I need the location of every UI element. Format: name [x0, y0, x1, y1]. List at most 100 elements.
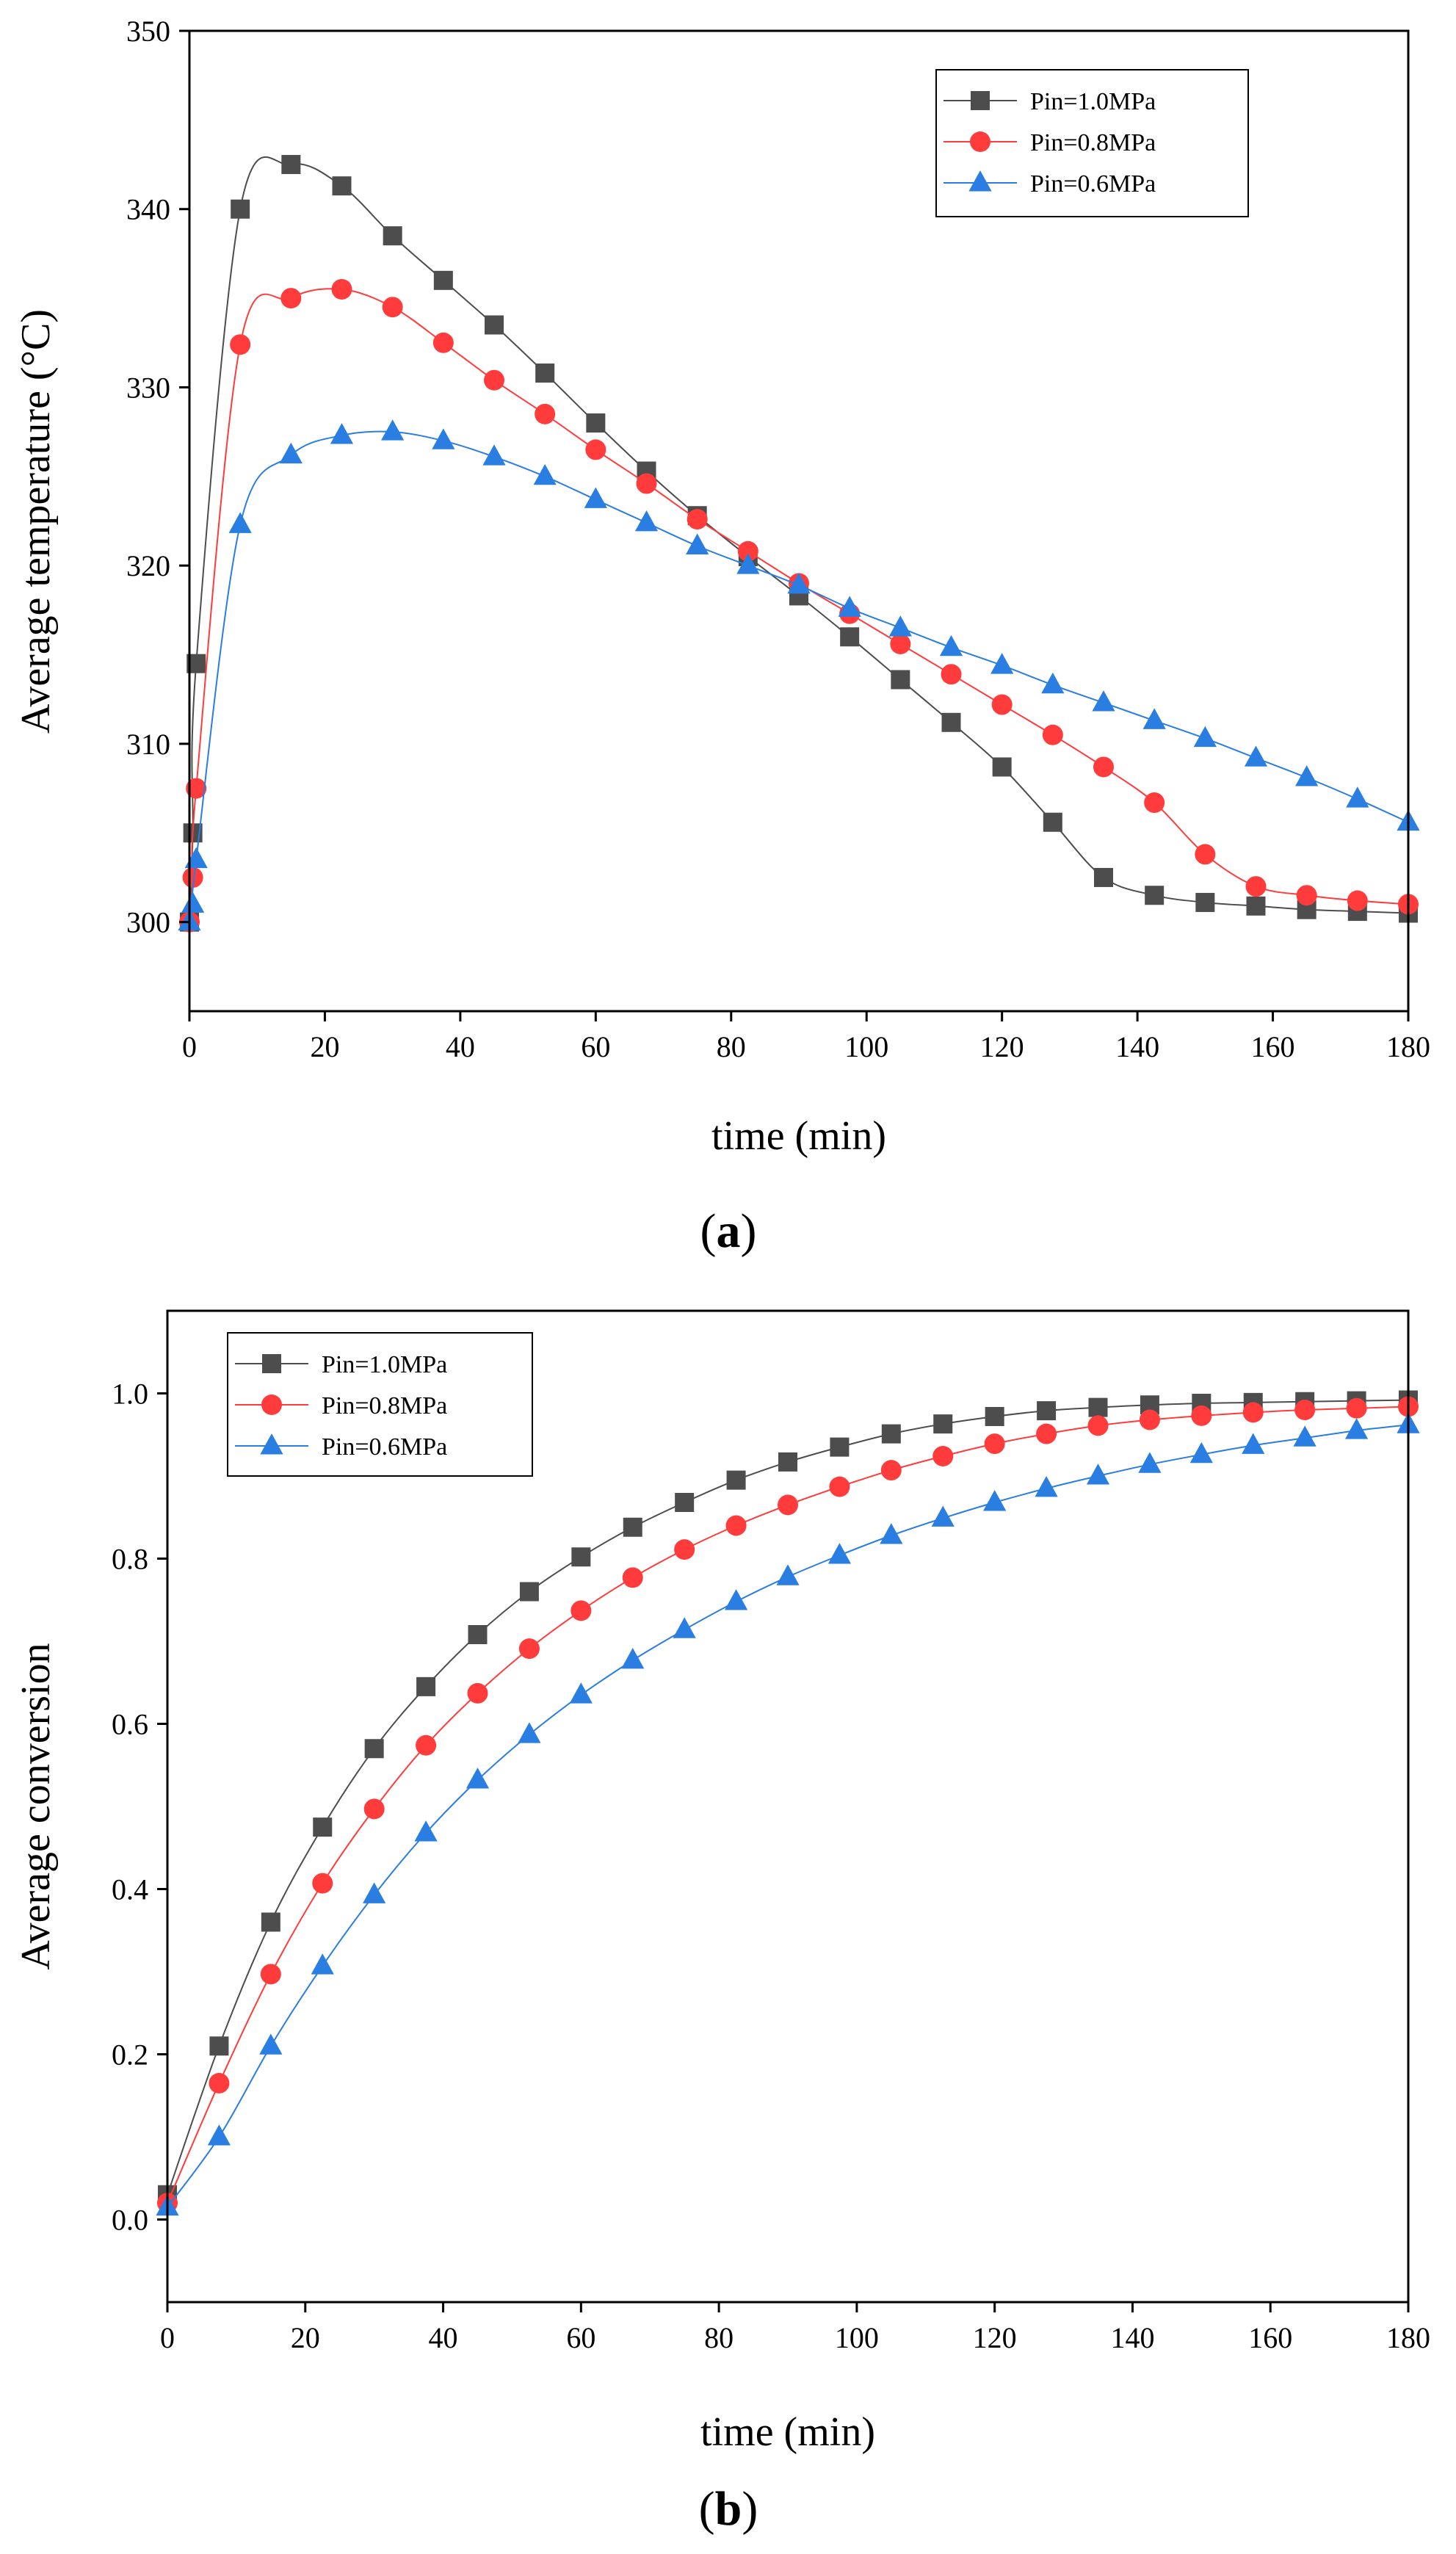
conversion-data-point	[1242, 1433, 1265, 1454]
temperature-data-point	[1043, 812, 1062, 832]
temperature-data-point	[1041, 672, 1065, 694]
temperature-data-point	[787, 572, 811, 594]
conversion-chart: 0 20 40 60 80 100 120 140 160 180 0.0 0.2 0.4 0.6 0.8 1…	[13, 1309, 1430, 2536]
conversion-x-tick-label: 180	[1386, 2321, 1430, 2354]
temperature-data-point	[1295, 765, 1319, 786]
conversion-data-point	[1088, 1397, 1108, 1417]
conversion-data-point	[209, 2036, 229, 2056]
temperature-data-point	[941, 712, 961, 732]
temperature-data-point	[992, 757, 1012, 777]
temperature-plot-area	[178, 155, 1420, 933]
temperature-data-point	[686, 533, 709, 554]
temperature-data-point	[1094, 867, 1113, 887]
conversion-x-tick-label: 20	[291, 2321, 320, 2354]
temperature-data-point	[482, 444, 506, 466]
conversion-data-point	[1035, 1475, 1058, 1497]
panel-b-letter: b	[715, 2482, 742, 2536]
conversion-data-point	[1037, 1401, 1057, 1421]
conversion-data-point	[569, 1682, 593, 1704]
temperature-data-point	[281, 155, 301, 175]
temperature-data-point	[687, 509, 708, 530]
temperature-data-point	[736, 553, 760, 574]
conversion-data-point	[673, 1617, 696, 1638]
temperature-data-point	[1347, 890, 1368, 911]
conversion-legend-label-3: Pin=0.6MPa	[322, 1433, 447, 1461]
temperature-y-axis-title: Average temperature (°C)	[13, 309, 59, 734]
temperature-data-point	[1092, 690, 1115, 712]
panel-a-close: )	[741, 1204, 757, 1258]
conversion-data-point	[1189, 1441, 1213, 1464]
conversion-data-point	[209, 2072, 230, 2094]
conversion-y-tick-label: 0.0	[112, 2204, 148, 2237]
temperature-legend-marker-2	[970, 131, 990, 152]
temperature-data-point	[634, 510, 659, 532]
temperature-data-point	[888, 615, 912, 637]
conversion-data-point	[1294, 1400, 1316, 1420]
temperature-data-point	[737, 540, 758, 562]
temperature-data-point	[1296, 885, 1317, 906]
temperature-series-markers-3	[178, 419, 1420, 931]
temperature-data-point	[181, 891, 205, 913]
temperature-x-tick-label: 80	[717, 1030, 746, 1063]
conversion-legend: Pin=1.0MPa Pin=0.8MPa Pin=0.6MPa	[227, 1332, 533, 1477]
conversion-data-point	[519, 1582, 539, 1602]
temperature-series-markers-2	[179, 278, 1419, 933]
conversion-data-point	[207, 2124, 231, 2146]
conversion-data-point	[364, 1739, 384, 1759]
conversion-legend-marker-2	[261, 1394, 282, 1415]
conversion-y-tick-label: 1.0	[112, 1378, 148, 1411]
temperature-data-point	[585, 439, 606, 460]
conversion-y-tick-label: 0.6	[112, 1708, 148, 1741]
conversion-series-markers-3	[156, 1412, 1420, 2216]
panel-a-open: (	[700, 1204, 717, 1258]
temperature-y-tick-label: 310	[126, 728, 170, 761]
conversion-x-tick-label: 140	[1110, 2321, 1154, 2354]
panel-b-open: (	[699, 2482, 715, 2536]
temperature-x-tick-label: 20	[310, 1030, 339, 1063]
conversion-data-point	[571, 1600, 592, 1621]
conversion-data-point	[518, 1638, 540, 1660]
temperature-data-point	[939, 634, 963, 656]
temperature-y-tick-label: 300	[126, 906, 170, 939]
conversion-x-tick-label: 120	[973, 2321, 1017, 2354]
conversion-data-point	[467, 1682, 488, 1704]
temperature-data-point	[433, 270, 453, 290]
conversion-data-point	[416, 1734, 437, 1756]
conversion-data-point	[931, 1505, 955, 1527]
temperature-data-point	[941, 664, 962, 685]
panel-b-label: (b)	[699, 2482, 758, 2536]
temperature-data-point	[182, 867, 203, 888]
conversion-data-point	[311, 1953, 334, 1975]
conversion-data-point	[933, 1414, 953, 1434]
temperature-data-point	[279, 442, 303, 464]
temperature-legend-label-2: Pin=0.8MPa	[1030, 129, 1156, 156]
conversion-data-point	[778, 1494, 798, 1516]
temperature-data-point	[280, 288, 302, 309]
temperature-data-point	[1246, 896, 1266, 916]
temperature-data-point	[332, 176, 352, 196]
conversion-legend-label-1: Pin=1.0MPa	[322, 1351, 447, 1378]
conversion-data-point	[466, 1768, 490, 1789]
temperature-legend-label-3: Pin=0.6MPa	[1030, 170, 1156, 198]
conversion-data-point	[1087, 1415, 1109, 1436]
conversion-legend-label-2: Pin=0.8MPa	[322, 1392, 447, 1419]
temperature-data-point	[382, 297, 403, 318]
temperature-x-tick-label: 180	[1386, 1030, 1430, 1063]
conversion-data-point	[880, 1523, 903, 1544]
conversion-data-point	[985, 1407, 1004, 1426]
conversion-data-point	[724, 1589, 748, 1610]
temperature-data-point	[432, 332, 454, 353]
conversion-data-point	[623, 1517, 642, 1537]
conversion-data-point	[414, 1820, 438, 1842]
conversion-x-axis-title: time (min)	[700, 2409, 875, 2455]
temperature-data-point	[535, 403, 556, 424]
temperature-plot-frame	[188, 29, 1410, 1013]
conversion-x-tick-label: 80	[704, 2321, 734, 2354]
conversion-data-point	[468, 1625, 488, 1644]
conversion-data-point	[1138, 1452, 1162, 1473]
conversion-data-point	[622, 1567, 643, 1588]
conversion-data-point	[675, 1493, 695, 1512]
conversion-data-point	[313, 1817, 333, 1837]
conversion-data-point	[363, 1798, 385, 1820]
